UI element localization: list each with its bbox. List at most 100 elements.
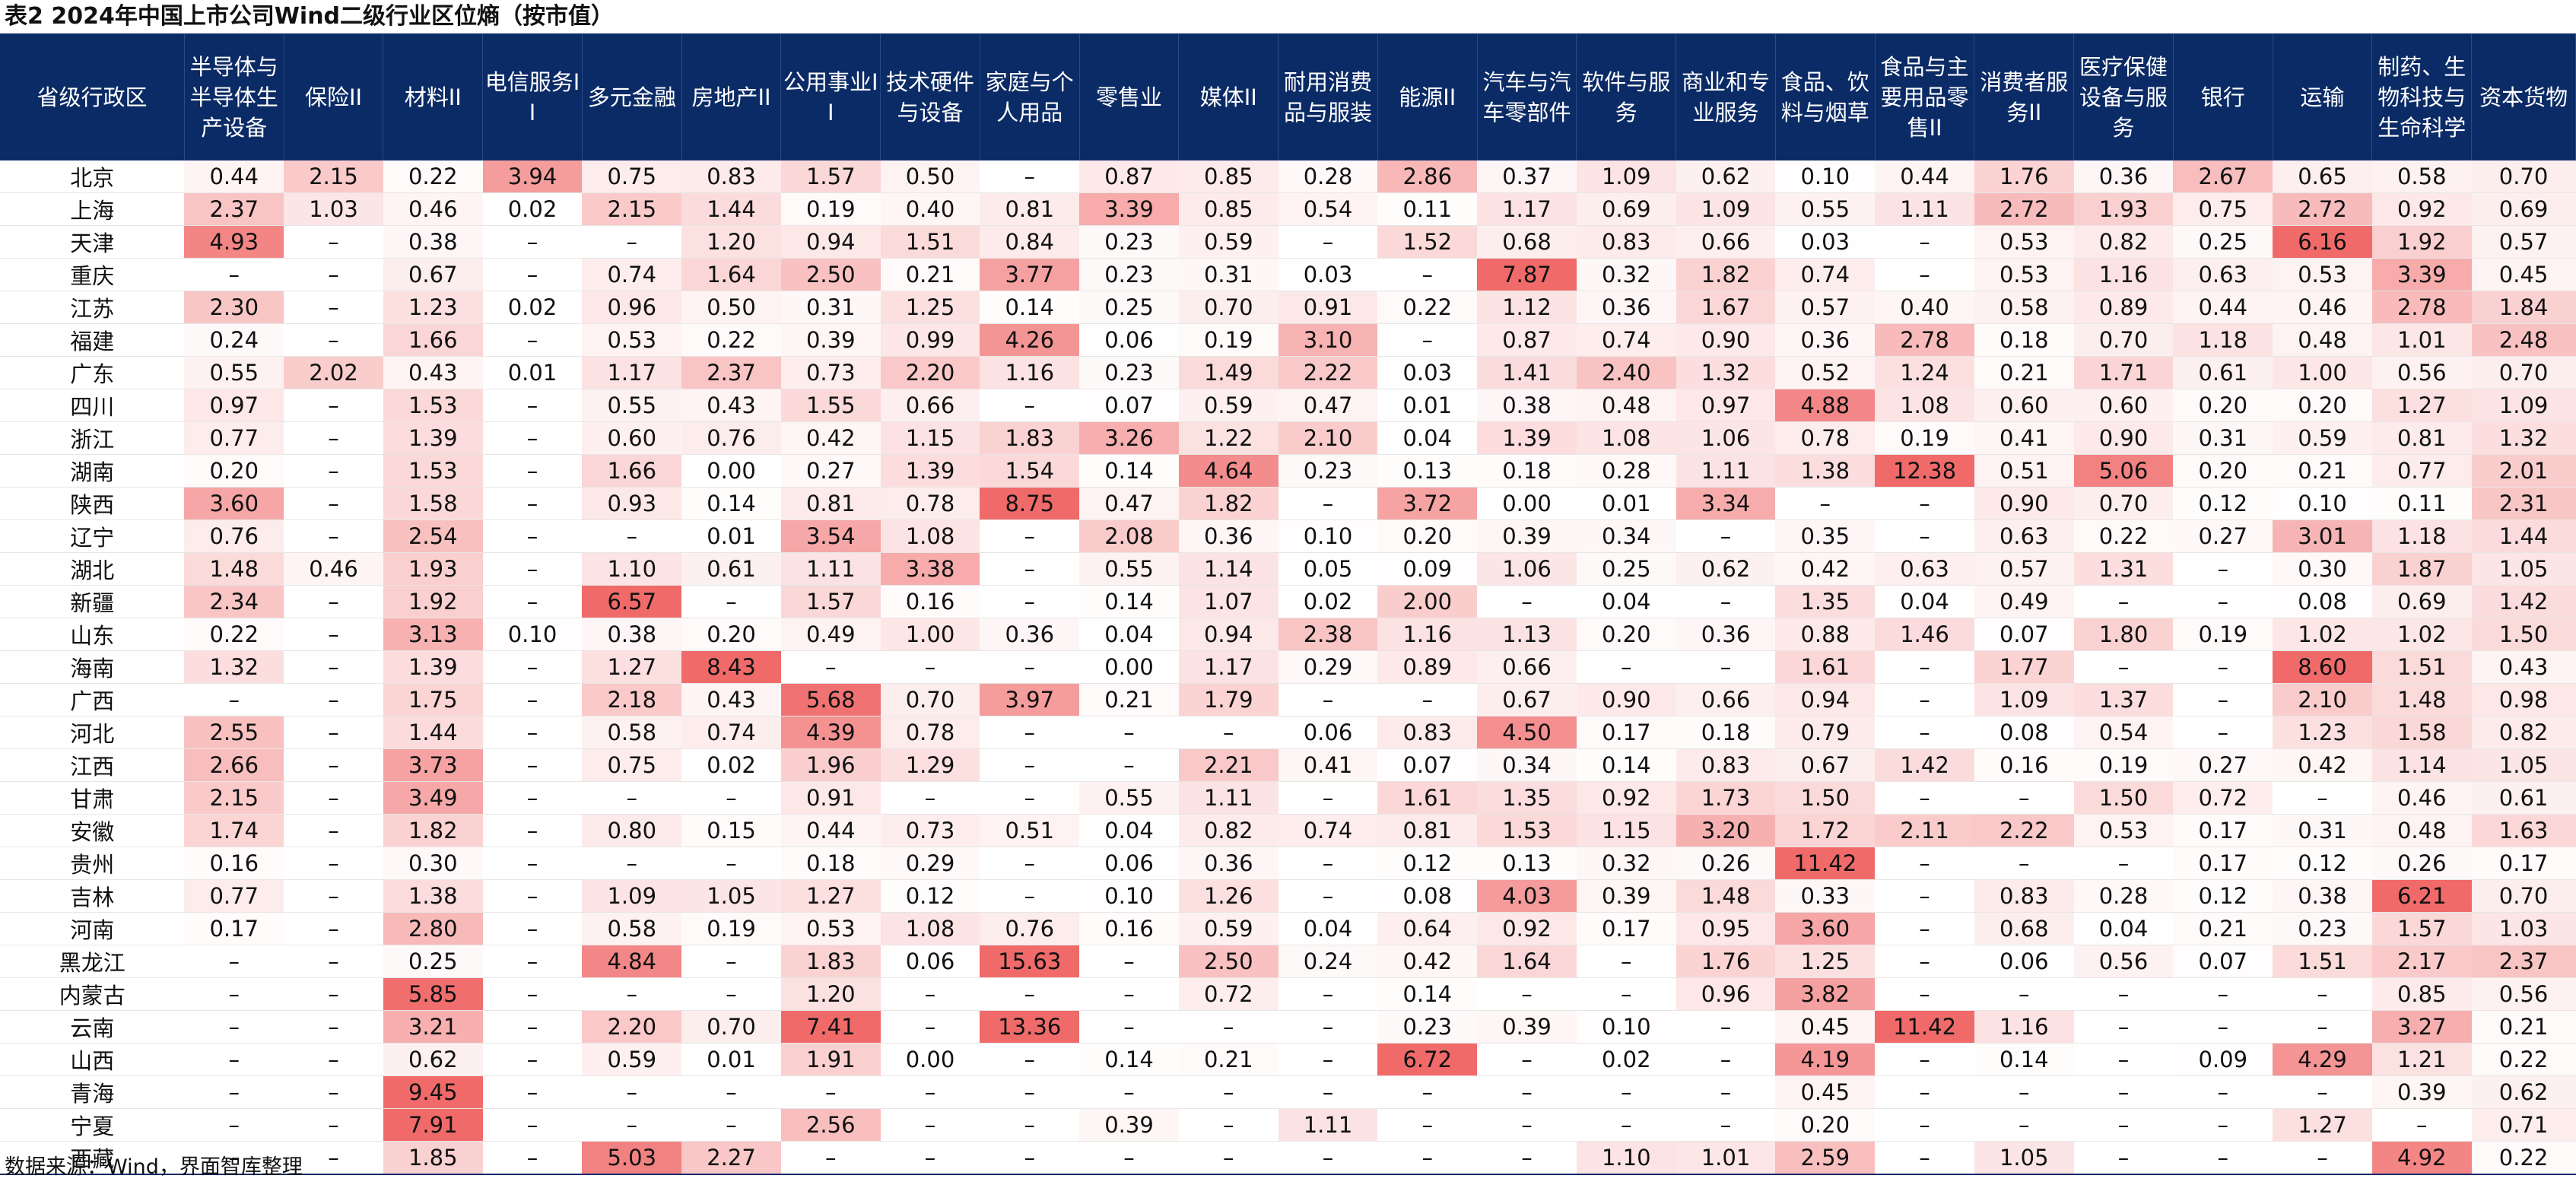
value-cell: 0.55 [1079,552,1179,586]
value-cell: 0.10 [1576,1010,1676,1044]
value-cell: – [880,1141,980,1175]
value-cell: 1.32 [184,650,284,684]
value-cell: 0.23 [1079,225,1179,259]
value-cell: 0.68 [1477,225,1577,259]
value-cell: 0.00 [681,454,781,488]
value-cell: 1.16 [1377,618,1478,651]
value-cell: 1.66 [383,323,483,357]
value-cell: 2.78 [2371,291,2472,324]
value-cell: 1.39 [1477,421,1577,455]
value-cell: – [681,945,781,978]
value-cell: – [184,683,284,716]
column-header: 医疗保健设备与服务 [2073,33,2174,160]
value-cell: 1.57 [2371,912,2472,945]
value-cell: 0.01 [681,519,781,553]
value-cell: 0.75 [2173,192,2273,226]
value-cell: 0.06 [880,945,980,978]
value-cell: 0.29 [880,847,980,880]
value-cell: 0.46 [383,192,483,226]
province-cell: 吉林 [0,879,185,913]
value-cell: 2.15 [184,781,284,815]
value-cell: 0.24 [184,323,284,357]
value-cell: 1.76 [1676,945,1776,978]
value-cell: 0.03 [1377,356,1478,389]
value-cell: 15.63 [980,945,1080,978]
value-cell: 8.43 [681,650,781,684]
value-cell: 0.74 [1278,814,1378,847]
value-cell: 0.19 [1875,421,1974,455]
value-cell: 0.55 [582,389,682,422]
value-cell: 0.10 [2273,487,2372,520]
value-cell: 0.46 [284,552,383,586]
value-cell: – [1079,748,1179,782]
value-cell: – [1875,847,1974,880]
value-cell: 0.12 [2173,879,2273,913]
table-row: 西藏 – –1.85–5.03 2.27– – – – – – – –1.10 1.01 2.59–1.… [0,1141,2576,1175]
value-cell: – [1477,585,1577,618]
value-cell: 1.16 [1974,1010,2074,1044]
value-cell: 0.06 [1079,323,1179,357]
province-cell: 北京 [0,160,185,193]
value-cell: 8.60 [2273,650,2372,684]
value-cell: 0.39 [1576,879,1676,913]
value-cell: 0.76 [681,421,781,455]
value-cell: 1.63 [2471,814,2576,847]
value-cell: 0.21 [2273,454,2372,488]
value-cell: 0.20 [184,454,284,488]
value-cell: 1.11 [1278,1108,1378,1142]
value-cell: – [980,716,1080,749]
value-cell: 0.56 [2073,945,2174,978]
table-row: 山西 – –0.62–0.59 0.01 1.91 0.00–0.14 0.21–6.72–… [0,1043,2576,1076]
value-cell: 0.23 [1079,356,1179,389]
value-cell: – [2173,1141,2273,1175]
value-cell: 0.36 [1178,519,1278,553]
value-cell: 0.83 [1576,225,1676,259]
value-cell: 1.79 [1178,683,1278,716]
data-source-note: 数据来源：Wind，界面智库整理 [5,1155,303,1179]
value-cell: 3.49 [383,781,483,815]
value-cell: 0.21 [880,258,980,291]
value-cell: 0.57 [1974,552,2074,586]
value-cell: 0.10 [1079,879,1179,913]
value-cell: – [482,977,583,1011]
value-cell: – [184,1108,284,1142]
province-cell: 福建 [0,323,185,357]
value-cell: – [2073,1075,2174,1109]
value-cell: – [1377,1075,1478,1109]
value-cell: – [1079,945,1179,978]
value-cell: 2.22 [1974,814,2074,847]
value-cell: 1.66 [582,454,682,488]
value-cell: 1.22 [1178,421,1278,455]
value-cell: 1.09 [1676,192,1776,226]
value-cell: – [980,160,1080,193]
value-cell: 0.47 [1079,487,1179,520]
value-cell: – [1875,225,1974,259]
value-cell: 0.31 [2273,814,2372,847]
value-cell: 0.36 [1576,291,1676,324]
value-cell: – [980,781,1080,815]
value-cell: 7.87 [1477,258,1577,291]
value-cell: – [1377,323,1478,357]
value-cell: – [184,1141,284,1175]
value-cell: – [1477,977,1577,1011]
value-cell: 0.62 [2471,1075,2576,1109]
value-cell: – [184,945,284,978]
value-cell: 1.53 [383,454,483,488]
value-cell: 0.92 [1576,781,1676,815]
value-cell: 2.80 [383,912,483,945]
value-cell: 1.20 [780,977,881,1011]
value-cell: 0.49 [1974,585,2074,618]
value-cell: 0.03 [1278,258,1378,291]
value-cell: 2.10 [2273,683,2372,716]
value-cell: – [2273,1010,2372,1044]
value-cell: – [2173,650,2273,684]
value-cell: 0.01 [681,1043,781,1076]
value-cell: 1.51 [2273,945,2372,978]
table-row: 广西 – –1.75–2.18 0.43 5.68 0.70 3.97 0.21 1.79– –0… [0,683,2576,716]
value-cell: 0.84 [980,225,1080,259]
value-cell: 1.46 [1875,618,1974,651]
value-cell: – [2073,977,2174,1011]
value-cell: 0.90 [1974,487,2074,520]
value-cell: – [284,650,383,684]
value-cell: 1.08 [1875,389,1974,422]
